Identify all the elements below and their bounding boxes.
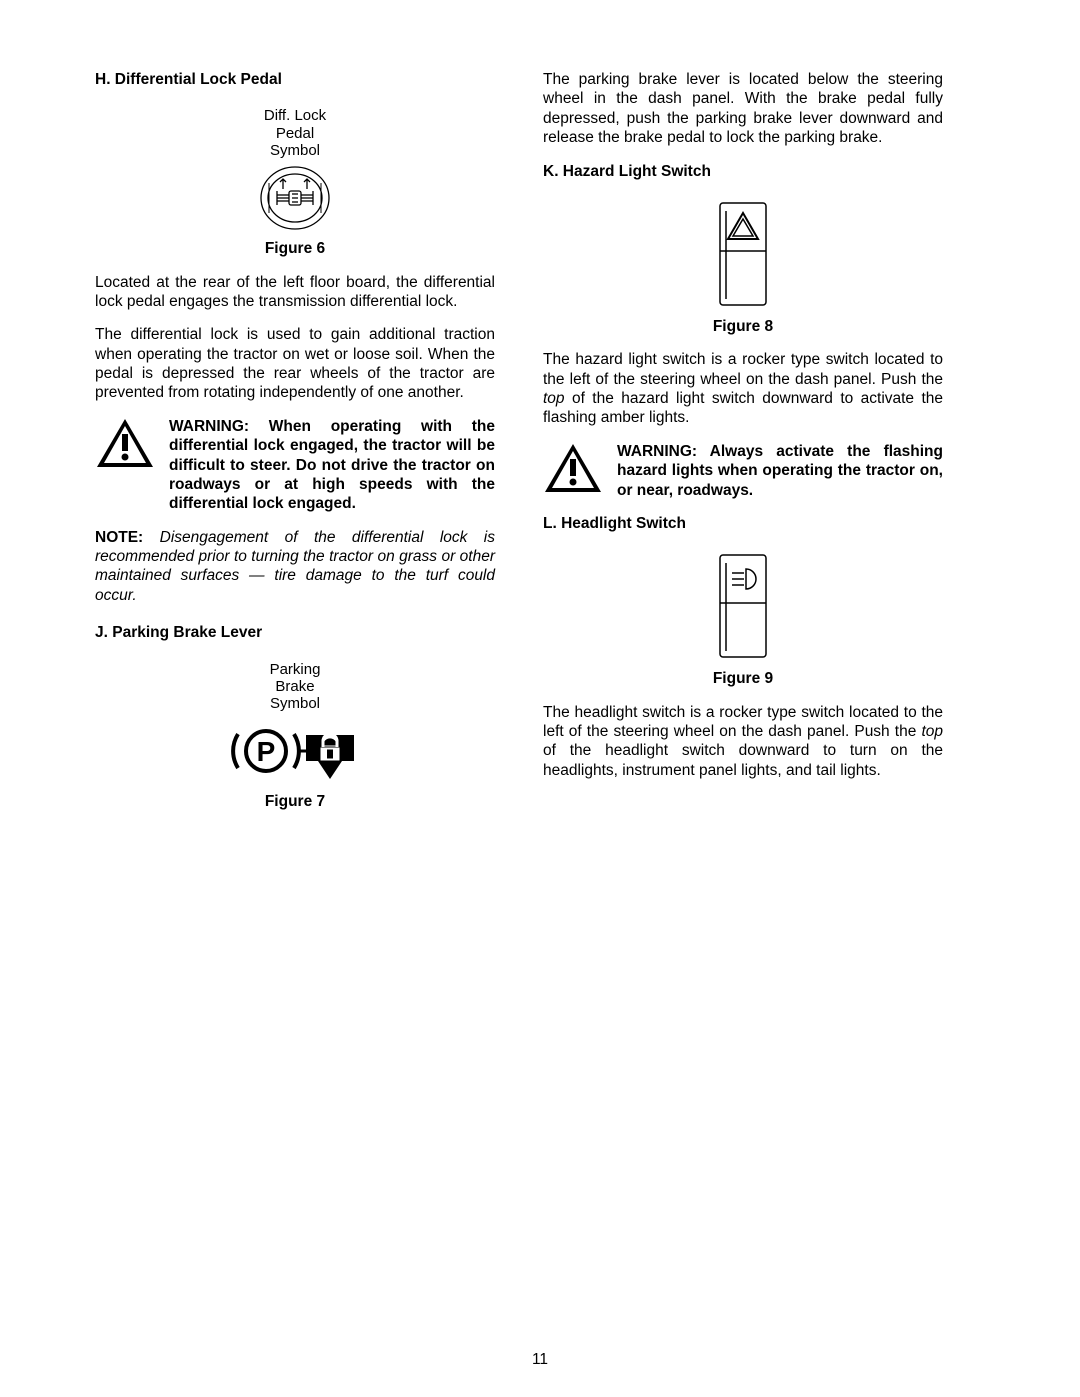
parking-brake-para: The parking brake lever is located below… (543, 70, 943, 148)
section-h-heading: H. Differential Lock Pedal (95, 70, 495, 89)
diff-lock-symbol-label: Diff. Lock Pedal Symbol (95, 107, 495, 159)
manual-page: H. Differential Lock Pedal Diff. Lock Pe… (0, 0, 1080, 866)
section-h-note: NOTE: Disengagement of the differential … (95, 528, 495, 606)
warning-triangle-icon (543, 442, 603, 500)
figure-9-caption: Figure 9 (543, 669, 943, 688)
section-k-para: The hazard light switch is a rocker type… (543, 350, 943, 428)
headlight-switch-icon (543, 551, 943, 661)
warning-triangle-icon (95, 417, 155, 514)
right-column: The parking brake lever is located below… (543, 70, 943, 826)
diff-lock-pedal-icon (95, 165, 495, 231)
section-h-warning-text: WARNING: When operating with the differe… (169, 417, 495, 514)
section-k-warning: WARNING: Always activate the flashing ha… (543, 442, 943, 500)
figure-8-caption: Figure 8 (543, 317, 943, 336)
hazard-switch-icon (543, 199, 943, 309)
left-column: H. Differential Lock Pedal Diff. Lock Pe… (95, 70, 495, 826)
section-j-heading: J. Parking Brake Lever (95, 623, 495, 642)
section-h-warning: WARNING: When operating with the differe… (95, 417, 495, 514)
section-h-para1: Located at the rear of the left floor bo… (95, 273, 495, 312)
page-number: 11 (0, 1351, 1080, 1369)
svg-text:P: P (257, 736, 276, 767)
section-l-heading: L. Headlight Switch (543, 514, 943, 533)
section-k-heading: K. Hazard Light Switch (543, 162, 943, 181)
section-l-para: The headlight switch is a rocker type sw… (543, 703, 943, 781)
parking-brake-icon: P (95, 718, 495, 784)
figure-6-caption: Figure 6 (95, 239, 495, 258)
section-h-para2: The differential lock is used to gain ad… (95, 325, 495, 403)
parking-brake-symbol-label: Parking Brake Symbol (95, 661, 495, 713)
figure-7-caption: Figure 7 (95, 792, 495, 811)
section-k-warning-text: WARNING: Always activate the flashing ha… (617, 442, 943, 500)
